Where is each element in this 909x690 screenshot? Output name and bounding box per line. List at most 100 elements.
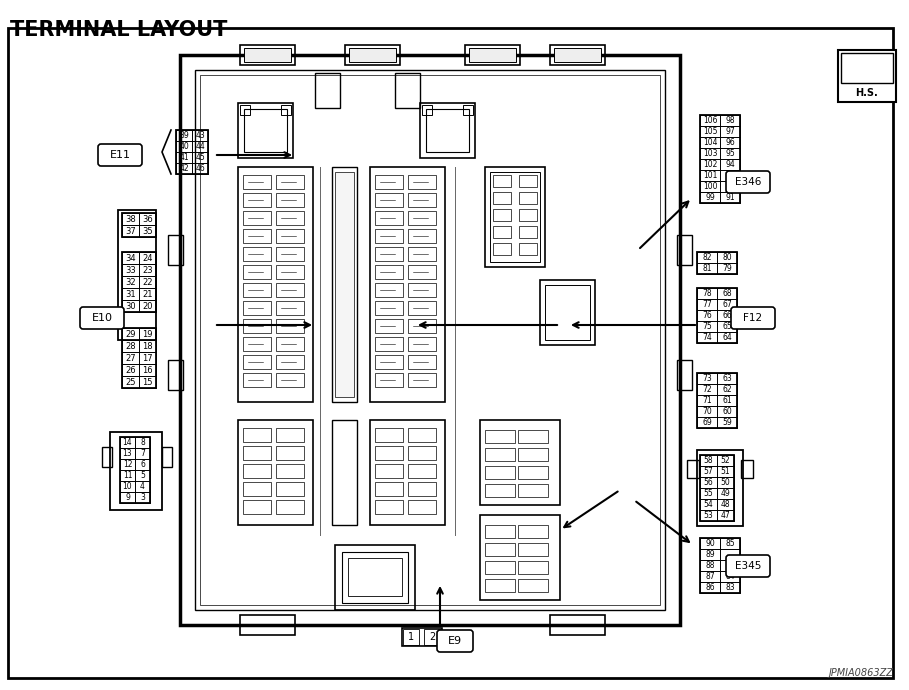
Bar xyxy=(697,395,717,406)
Bar xyxy=(139,340,156,352)
Bar xyxy=(717,466,734,477)
Text: 92: 92 xyxy=(725,182,734,191)
Bar xyxy=(243,283,271,297)
Bar xyxy=(244,109,287,152)
Bar xyxy=(485,466,515,479)
Bar xyxy=(122,376,139,388)
Text: 19: 19 xyxy=(142,330,153,339)
Bar xyxy=(700,455,734,521)
Text: 11: 11 xyxy=(123,471,132,480)
Bar xyxy=(697,263,717,274)
Bar xyxy=(276,229,304,243)
Bar xyxy=(480,515,560,600)
Bar xyxy=(700,466,717,477)
Text: 88: 88 xyxy=(705,561,714,570)
Text: 30: 30 xyxy=(125,302,135,310)
Bar xyxy=(135,437,150,448)
Text: 40: 40 xyxy=(179,142,189,151)
Bar xyxy=(717,373,737,384)
Bar xyxy=(493,209,511,221)
Bar xyxy=(677,235,692,265)
Bar xyxy=(422,105,432,115)
Text: 103: 103 xyxy=(703,149,717,158)
Text: 35: 35 xyxy=(142,226,153,235)
Bar xyxy=(120,448,135,459)
Bar xyxy=(243,428,271,442)
Bar xyxy=(485,167,545,267)
Bar xyxy=(408,175,436,189)
Bar xyxy=(741,460,753,478)
Text: 55: 55 xyxy=(704,489,714,498)
Bar xyxy=(408,229,436,243)
Bar xyxy=(700,571,720,582)
Bar xyxy=(518,466,548,479)
Text: 22: 22 xyxy=(142,277,153,286)
Bar xyxy=(408,247,436,261)
Bar xyxy=(276,211,304,225)
Bar xyxy=(550,45,605,65)
Bar xyxy=(408,301,436,315)
Bar xyxy=(408,373,436,387)
Bar xyxy=(135,470,150,481)
Bar xyxy=(700,455,717,466)
Bar xyxy=(403,629,419,645)
Bar xyxy=(192,141,208,152)
Text: 101: 101 xyxy=(703,171,717,180)
Bar xyxy=(243,446,271,460)
Bar xyxy=(139,288,156,300)
Bar xyxy=(276,373,304,387)
Text: 81: 81 xyxy=(703,264,712,273)
Bar xyxy=(162,447,172,467)
Bar xyxy=(375,464,403,478)
Bar xyxy=(518,430,548,443)
Text: 105: 105 xyxy=(703,127,717,136)
Bar xyxy=(238,167,313,402)
Bar xyxy=(122,213,139,225)
Text: 1: 1 xyxy=(408,632,415,642)
Bar xyxy=(717,310,737,321)
Bar xyxy=(200,75,660,605)
Text: E11: E11 xyxy=(109,150,131,160)
Bar xyxy=(240,615,295,635)
Text: 61: 61 xyxy=(722,396,732,405)
Bar xyxy=(135,481,150,492)
Text: 62: 62 xyxy=(722,385,732,394)
Text: 78: 78 xyxy=(702,289,712,298)
Bar xyxy=(370,420,445,525)
Text: 33: 33 xyxy=(125,266,135,275)
Bar xyxy=(485,525,515,538)
Text: 20: 20 xyxy=(142,302,153,310)
Text: 77: 77 xyxy=(702,300,712,309)
Bar xyxy=(243,319,271,333)
Bar xyxy=(375,446,403,460)
Bar xyxy=(139,364,156,376)
Bar xyxy=(700,170,720,181)
Text: 85: 85 xyxy=(725,539,734,548)
Bar xyxy=(192,130,208,141)
Bar xyxy=(120,437,150,503)
Bar xyxy=(139,376,156,388)
Bar xyxy=(720,126,740,137)
Bar xyxy=(717,510,734,521)
Text: 46: 46 xyxy=(195,164,205,173)
FancyBboxPatch shape xyxy=(80,307,124,329)
Bar xyxy=(348,558,402,596)
Bar xyxy=(408,283,436,297)
Text: 93: 93 xyxy=(725,171,734,180)
Bar xyxy=(243,175,271,189)
Bar xyxy=(139,328,156,340)
Bar xyxy=(700,126,720,137)
Bar xyxy=(485,579,515,592)
Bar xyxy=(554,48,601,62)
Bar xyxy=(720,571,740,582)
Text: 25: 25 xyxy=(125,377,135,386)
Bar xyxy=(700,560,720,571)
Text: 89: 89 xyxy=(705,550,714,559)
Text: 4: 4 xyxy=(140,482,145,491)
Bar xyxy=(717,406,737,417)
Text: 87: 87 xyxy=(705,572,714,581)
Bar xyxy=(176,130,192,141)
Bar xyxy=(720,137,740,148)
Bar xyxy=(697,252,717,263)
Text: 9: 9 xyxy=(125,493,130,502)
